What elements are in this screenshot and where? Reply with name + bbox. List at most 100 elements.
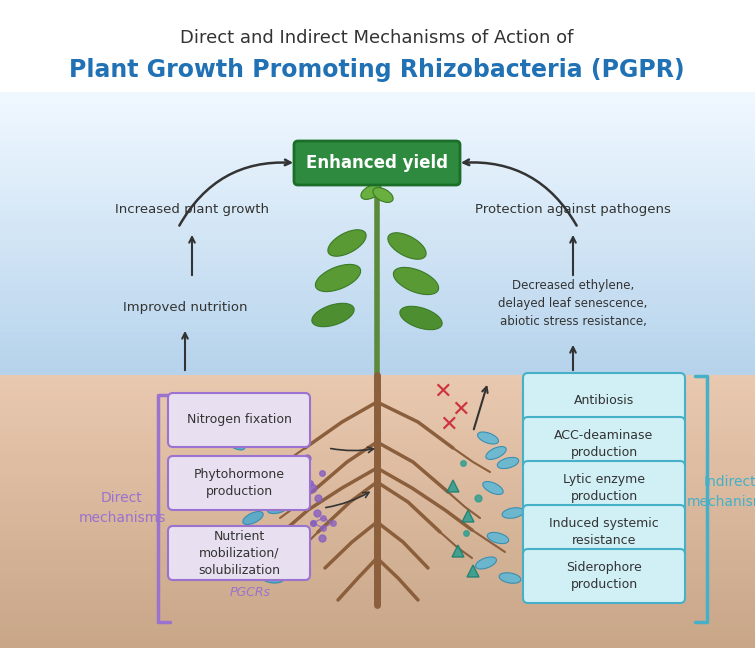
Ellipse shape — [498, 457, 519, 469]
Bar — [0, 402, 755, 410]
Ellipse shape — [252, 548, 274, 559]
Ellipse shape — [393, 268, 439, 295]
Bar — [0, 90, 755, 98]
Bar — [0, 389, 755, 397]
Bar — [0, 621, 755, 629]
Bar — [0, 168, 755, 176]
Bar — [0, 614, 755, 621]
Ellipse shape — [316, 264, 361, 292]
Text: Lytic enzyme
production: Lytic enzyme production — [563, 473, 645, 503]
Bar — [0, 140, 755, 148]
Bar — [0, 126, 755, 133]
Bar — [0, 147, 755, 155]
Bar — [0, 416, 755, 424]
Bar — [0, 525, 755, 533]
Bar — [0, 484, 755, 492]
Bar — [0, 532, 755, 540]
Bar — [0, 566, 755, 574]
Text: Induced systemic
resistance: Induced systemic resistance — [549, 517, 659, 547]
Bar — [0, 261, 755, 269]
FancyBboxPatch shape — [168, 456, 310, 510]
Bar — [0, 361, 755, 369]
Bar — [0, 368, 755, 376]
Bar — [0, 183, 755, 191]
Ellipse shape — [262, 573, 284, 583]
Bar — [0, 304, 755, 312]
Bar — [0, 240, 755, 248]
Bar — [0, 641, 755, 648]
Bar — [0, 491, 755, 499]
Bar — [0, 594, 755, 601]
Polygon shape — [467, 565, 479, 577]
Ellipse shape — [482, 481, 503, 494]
Text: Improved nutrition: Improved nutrition — [123, 301, 247, 314]
Ellipse shape — [225, 436, 245, 450]
FancyBboxPatch shape — [168, 393, 310, 447]
Bar — [0, 197, 755, 205]
Bar — [0, 478, 755, 485]
Bar — [0, 538, 755, 547]
Bar — [0, 422, 755, 431]
Text: Siderophore
production: Siderophore production — [566, 561, 642, 591]
Bar — [0, 311, 755, 319]
Bar — [0, 580, 755, 588]
Ellipse shape — [245, 412, 266, 424]
Text: ✕: ✕ — [439, 415, 458, 435]
Ellipse shape — [400, 307, 442, 330]
Text: Direct
mechanisms: Direct mechanisms — [79, 491, 165, 525]
Bar — [0, 190, 755, 198]
Bar — [0, 218, 755, 226]
Ellipse shape — [328, 230, 366, 256]
Bar — [0, 340, 755, 347]
Bar — [0, 297, 755, 305]
Bar — [0, 450, 755, 458]
Bar — [0, 104, 755, 112]
Bar — [0, 546, 755, 553]
Text: ACC-deaminase
production: ACC-deaminase production — [554, 429, 654, 459]
Bar — [0, 498, 755, 505]
Bar — [0, 283, 755, 290]
Bar — [0, 268, 755, 276]
Ellipse shape — [361, 185, 381, 200]
Text: Decreased ethylene,
delayed leaf senescence,
abiotic stress resistance,: Decreased ethylene, delayed leaf senesce… — [498, 279, 648, 327]
Text: Increased plant growth: Increased plant growth — [115, 203, 269, 216]
Bar — [0, 290, 755, 297]
Ellipse shape — [267, 502, 288, 514]
Text: Nitrogen fixation: Nitrogen fixation — [186, 413, 291, 426]
Bar — [0, 332, 755, 340]
Bar — [0, 518, 755, 526]
Bar — [0, 470, 755, 478]
Bar — [0, 443, 755, 451]
Bar — [0, 354, 755, 362]
Bar — [0, 600, 755, 608]
Bar — [0, 464, 755, 472]
Bar — [0, 553, 755, 561]
Bar — [0, 318, 755, 326]
Bar — [0, 457, 755, 465]
Ellipse shape — [229, 488, 251, 498]
Text: Protection against pathogens: Protection against pathogens — [475, 203, 671, 216]
Text: Enhanced yield: Enhanced yield — [306, 154, 448, 172]
Bar — [0, 176, 755, 183]
Bar — [0, 607, 755, 615]
Text: ✕: ✕ — [451, 400, 470, 420]
Bar — [0, 409, 755, 417]
Ellipse shape — [502, 508, 524, 518]
Ellipse shape — [487, 533, 509, 544]
Text: Antibiosis: Antibiosis — [574, 393, 634, 406]
Text: Direct and Indirect Mechanisms of Action of: Direct and Indirect Mechanisms of Action… — [180, 29, 574, 47]
Bar — [0, 275, 755, 283]
Bar — [0, 161, 755, 169]
Polygon shape — [447, 480, 459, 492]
Bar — [0, 254, 755, 262]
Bar — [0, 436, 755, 445]
FancyBboxPatch shape — [523, 373, 685, 427]
Ellipse shape — [248, 462, 269, 474]
Bar — [0, 375, 755, 383]
Text: ✕: ✕ — [433, 382, 452, 402]
Bar — [0, 634, 755, 642]
Bar — [0, 395, 755, 403]
Bar — [0, 430, 755, 437]
Polygon shape — [462, 510, 474, 522]
Bar — [0, 211, 755, 219]
